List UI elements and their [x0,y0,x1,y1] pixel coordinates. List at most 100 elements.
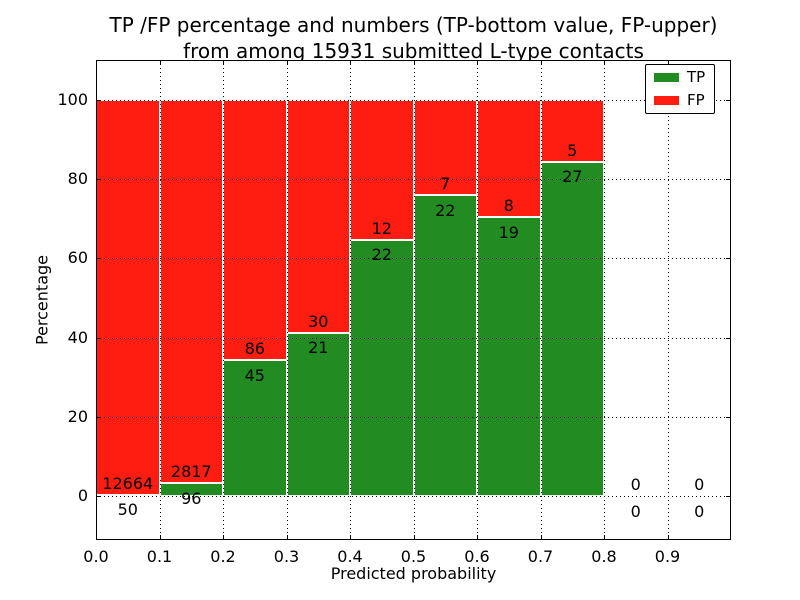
bar-value-labels-layer: 12664 50 2817 96 86 45 30 21 12 22 7 22 8 19 5 27 0 0 0 0 [96,60,731,540]
y-tick-left [96,417,101,419]
tp-legend-swatch [654,73,679,82]
x-tick-bottom [286,535,288,540]
fp-count-label: 0 [630,475,641,495]
tp-count-label: 19 [498,222,519,242]
fp-count-label: 12664 [102,473,154,493]
x-tick-bottom [350,535,351,540]
tp-count-label: 22 [435,200,456,220]
fp-count-label: 7 [440,174,451,194]
y-tick-right [726,258,731,260]
fp-bar-segment [96,99,160,495]
fp-bar-segment [350,99,414,240]
fp-count-label: 8 [503,196,514,216]
grid-layer [96,60,731,540]
bars-layer [96,60,731,540]
v-gridline [477,60,478,540]
v-gridline [540,60,542,540]
x-tick-bottom [413,535,415,540]
tp-count-label: 96 [181,488,202,508]
chart-title-line2: from among 15931 submitted L-type contac… [183,39,644,63]
x-tick-bottom [223,535,224,540]
x-tick-top [540,60,542,65]
legend: TP FP [645,64,715,114]
v-gridline [413,60,415,540]
x-tick-label: 0.8 [591,547,617,566]
v-gridline [604,60,605,540]
y-tick-left [96,496,101,498]
y-tick-label: 0 [77,486,88,506]
fp-count-label: 2817 [170,462,212,482]
fp-count-label: 12 [371,218,392,238]
x-axis-label: Predicted probability [330,564,497,583]
x-tick-label: 0.5 [400,547,427,566]
v-gridline [667,60,669,540]
x-tick-label: 0.7 [527,547,554,566]
x-tick-bottom [159,535,161,540]
y-tick-right [726,179,731,180]
x-tick-label: 0.9 [654,547,681,566]
fp-count-label: 0 [694,475,705,495]
tp-bar-segment [96,494,160,497]
x-tick-top [350,60,351,65]
fp-bar-segment [159,99,223,484]
tp-count-label: 27 [562,167,583,187]
fp-legend-swatch [654,96,679,105]
legend-row-fp: FP [654,91,706,110]
y-tick-label: 20 [67,407,88,427]
x-tick-label: 0.3 [273,547,300,566]
chart-title: TP /FP percentage and numbers (TP-bottom… [96,12,731,64]
v-gridline [223,60,224,540]
fp-count-label: 86 [244,338,265,358]
x-tick-label: 0.6 [464,547,490,566]
v-gridline [286,60,288,540]
y-tick-label: 40 [67,327,88,347]
y-tick-right [726,337,731,339]
x-tick-top [604,60,605,65]
tp-bar-segment [223,360,287,497]
x-tick-top [96,60,97,65]
y-tick-label: 80 [67,169,88,188]
x-tick-label: 0.4 [337,547,363,566]
x-tick-top [413,60,415,65]
y-tick-left [96,99,101,101]
fp-count-label: 30 [308,311,329,331]
x-tick-label: 0.0 [83,547,109,566]
tp-count-label: 0 [630,501,641,521]
tp-bar-segment [477,217,541,497]
legend-label-fp: FP [687,91,705,109]
x-tick-top [223,60,224,65]
x-tick-bottom [540,535,542,540]
legend-label-tp: TP [687,68,706,86]
tp-bar-segment [286,333,350,497]
y-tick-right [726,496,731,498]
tp-count-label: 22 [371,245,392,265]
tp-count-label: 45 [244,365,265,385]
tp-bar-segment [540,161,604,497]
x-tick-bottom [96,535,97,540]
chart-title-line1: TP /FP percentage and numbers (TP-bottom… [109,13,718,37]
x-tick-bottom [604,535,605,540]
y-tick-left [96,179,101,180]
fp-count-label: 5 [567,140,578,160]
tp-count-label: 21 [308,338,329,358]
y-tick-label: 100 [57,89,88,109]
x-tick-top [477,60,478,65]
y-tick-left [96,258,101,260]
y-tick-label: 60 [67,248,88,268]
tp-count-label: 50 [117,500,138,520]
legend-row-tp: TP [654,68,706,87]
plot-area: 12664 50 2817 96 86 45 30 21 12 22 7 22 8 19 5 27 0 0 0 0 T… [96,60,731,540]
y-tick-right [726,417,731,419]
v-gridline [159,60,161,540]
tp-count-label: 0 [694,501,705,521]
x-tick-top [667,60,669,65]
ticks-layer [96,60,731,540]
x-tick-bottom [477,535,478,540]
x-tick-bottom [667,535,669,540]
v-gridline [350,60,351,540]
x-tick-top [159,60,161,65]
y-tick-right [726,99,731,101]
y-tick-left [96,337,101,339]
x-tick-label: 0.1 [146,547,173,566]
